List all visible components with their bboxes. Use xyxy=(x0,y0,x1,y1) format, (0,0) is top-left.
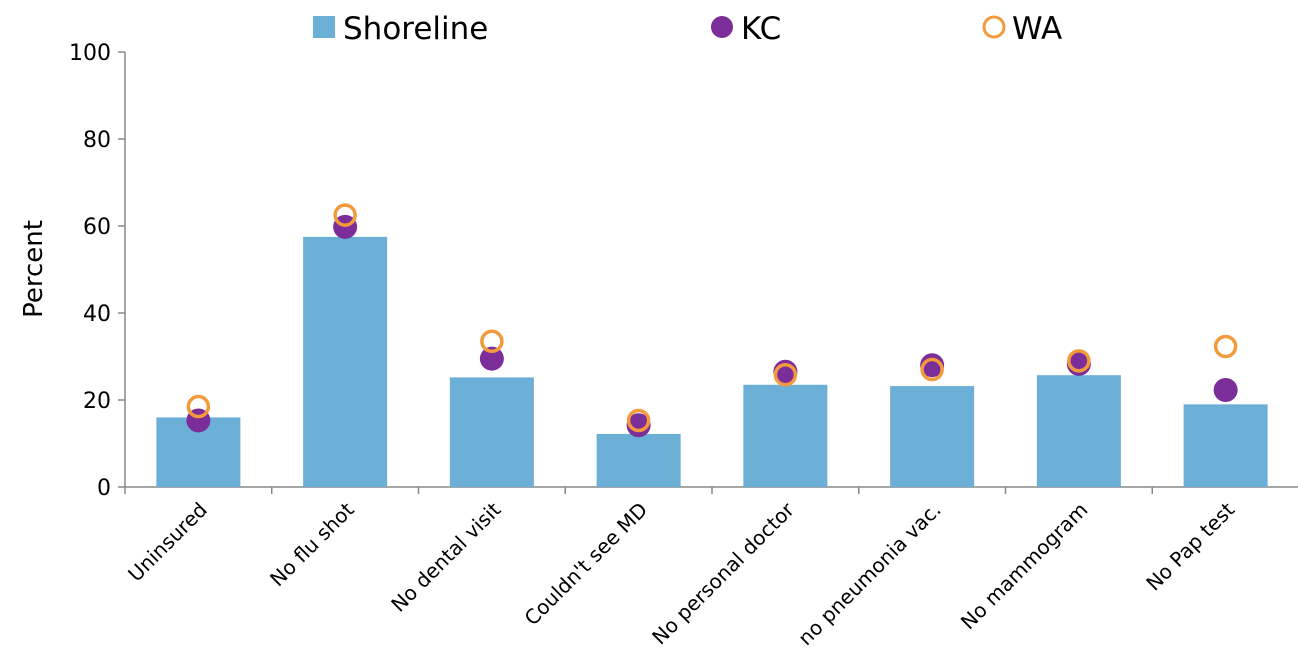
kc-marker xyxy=(479,346,504,371)
shoreline-bar xyxy=(743,384,828,487)
category-label: No mammogram xyxy=(956,498,1093,635)
legend-kc-label: KC xyxy=(741,11,781,47)
category-label: Uninsured xyxy=(123,498,212,587)
y-tick-label: 40 xyxy=(83,302,111,327)
kc-marker xyxy=(1213,377,1238,402)
legend-wa-label: WA xyxy=(1012,11,1062,47)
y-tick-label: 100 xyxy=(69,41,111,66)
shoreline-bars xyxy=(156,236,1268,487)
category-label: Couldn't see MD xyxy=(520,498,653,631)
shoreline-bar xyxy=(449,377,534,487)
category-label: No flu shot xyxy=(265,497,359,591)
category-label: No dental visit xyxy=(386,497,505,616)
wa-marker xyxy=(186,394,211,419)
y-ticks: 0 20 40 60 80 100 xyxy=(69,41,125,501)
legend-shoreline-label: Shoreline xyxy=(343,11,488,47)
y-tick-label: 0 xyxy=(97,476,111,501)
y-axis-title: Percent xyxy=(19,220,49,318)
legend-wa-marker xyxy=(982,15,1006,39)
y-tick-label: 20 xyxy=(83,389,111,414)
wa-marker xyxy=(333,203,357,227)
wa-marker xyxy=(626,408,651,433)
shoreline-bar xyxy=(1183,404,1268,487)
wa-marker xyxy=(1213,334,1238,359)
legend-kc-marker xyxy=(711,16,733,38)
category-label: No personal doctor xyxy=(647,497,799,649)
kc-marker xyxy=(920,353,945,378)
shoreline-bar xyxy=(596,433,681,487)
category-label: no pneumonia vac. xyxy=(793,498,945,650)
wa-marker xyxy=(480,329,504,354)
shoreline-bar xyxy=(303,236,388,487)
wa-marker xyxy=(773,363,798,387)
shoreline-bar xyxy=(1036,375,1121,487)
wa-markers xyxy=(186,203,1238,433)
kc-marker xyxy=(626,413,651,438)
legend-shoreline-swatch xyxy=(313,16,335,38)
shoreline-bar xyxy=(890,386,975,487)
x-ticks: Uninsured No flu shot No dental visit Could… xyxy=(123,487,1239,650)
wa-marker xyxy=(920,357,944,382)
y-tick-label: 60 xyxy=(83,215,111,240)
wa-marker xyxy=(1067,349,1091,373)
y-tick-label: 80 xyxy=(83,128,111,153)
legend: Shoreline KC WA xyxy=(313,11,1062,47)
category-label: No Pap test xyxy=(1141,497,1239,595)
